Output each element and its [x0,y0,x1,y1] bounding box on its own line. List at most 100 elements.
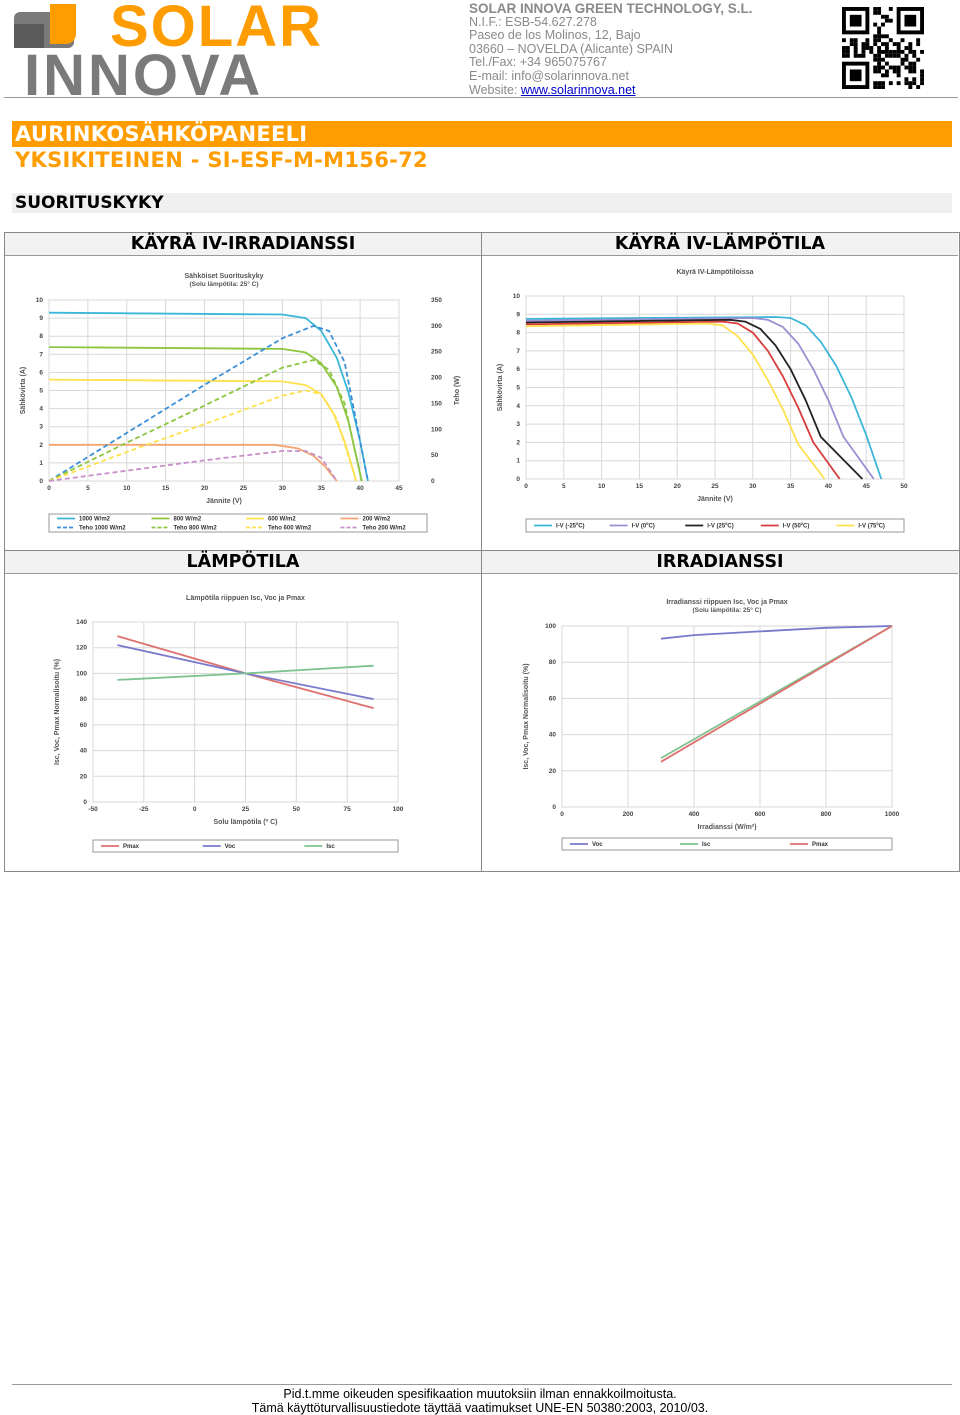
qr-module [892,49,897,54]
x-tick-label: 40 [356,485,364,492]
header-iv-irradiance: KÄYRÄ IV-IRRADIANSSI [5,233,481,256]
qr-module [873,7,878,11]
chart-title: Sähköiset Suorituskyky [185,273,264,280]
qr-module [881,42,885,47]
legend-label: Isc [702,842,711,848]
qr-module [877,38,882,43]
qr-module [900,49,905,54]
qr-module [853,53,858,58]
company-email: E-mail: info@solarinnova.net [469,68,629,83]
y-tick-label: 80 [549,659,557,666]
qr-module [877,57,882,62]
header-irradiance: IRRADIANSSI [482,551,958,574]
y-tick-label: 3 [39,424,43,431]
qr-module [920,49,924,54]
qr-module [912,69,917,74]
qr-module [908,42,913,47]
qr-module [873,22,878,27]
series-line [117,664,374,681]
chart-iv-irradiance: Sähköiset Suorituskyky(Solu lämpötila: 2… [20,273,461,533]
y-tick-label: 9 [516,311,520,318]
y-tick-label: 20 [80,773,88,780]
x-tick-label: 20 [674,483,682,490]
qr-module [881,73,885,78]
x-axis-label: Jännite (V) [697,496,733,503]
x-tick-label: 0 [47,485,51,492]
qr-module [916,42,921,47]
company-address-2: 03660 – NOVELDA (Alicante) SPAIN [469,41,674,56]
y2-axis-label: Teho (W) [454,376,461,405]
qr-module [884,42,889,47]
y2-tick-label: 150 [431,400,442,407]
y-axis-label: Isc, Voc, Pmax Normalisoitu (%) [54,659,61,765]
qr-module [881,34,885,39]
company-address-1: Paseo de los Molinos, 12, Bajo [469,28,641,43]
qr-module [877,49,882,54]
company-nif: N.I.F.: ESB-54.627.278 [469,14,597,29]
qr-module [912,65,917,70]
qr-module [873,38,878,43]
header-divider [4,97,958,98]
series-line [525,317,875,480]
qr-module [916,85,921,89]
qr-module [881,81,885,86]
y-tick-label: 20 [549,768,557,775]
website-link[interactable]: www.solarinnova.net [520,82,636,97]
y-tick-label: 60 [80,722,88,729]
legend-box [48,513,428,533]
series-line [48,450,338,482]
series-line [48,359,363,482]
qr-module [877,30,882,35]
qr-module [896,49,901,54]
legend-label: Teho 1000 W/m2 [79,526,126,532]
legend-label: Pmax [123,844,140,850]
qr-module [881,14,885,19]
y2-tick-label: 50 [431,452,439,459]
legend-label: 1000 W/m2 [79,517,111,523]
x-tick-label: 100 [393,806,404,813]
series-line [525,322,826,480]
x-tick-label: 20 [201,485,209,492]
qr-module [877,34,882,39]
logo-innova-text: INNOVA [24,43,263,98]
qr-module [877,26,882,31]
qr-module [892,69,897,74]
x-tick-label: -50 [88,806,98,813]
y-tick-label: 40 [80,748,88,755]
website-label: Website: [469,82,521,97]
qr-module [908,61,913,66]
y-tick-label: 9 [39,315,43,322]
qr-module [904,46,909,50]
x-tick-label: 40 [825,483,833,490]
qr-module [865,38,870,43]
qr-module [873,85,878,89]
qr-module [912,77,917,82]
x-tick-label: 25 [240,485,248,492]
qr-module [881,85,885,89]
legend-label: Voc [225,844,236,850]
qr-module [920,77,924,82]
y-tick-label: 120 [76,645,87,652]
qr-module [873,10,878,15]
qr-module [920,73,924,78]
qr-module [877,7,882,11]
qr-module [865,42,870,47]
table-divider-v [481,232,482,871]
y-tick-label: 10 [36,297,44,304]
y-tick-label: 80 [80,696,88,703]
qr-module [908,65,913,70]
qr-module [900,38,905,43]
x-tick-label: 10 [123,485,131,492]
y-tick-label: 100 [76,670,87,677]
y2-tick-label: 300 [431,323,442,330]
qr-module [912,49,917,54]
qr-module [881,49,885,54]
x-tick-label: 600 [755,811,766,818]
qr-module [900,57,905,62]
x-tick-label: 15 [162,485,170,492]
qr-module [884,46,889,50]
legend-label: Isc [326,844,335,850]
chart-temperature: Lämpötila riippuen Isc, Voc ja Pmax -50 -2… [54,595,404,853]
qr-module [920,69,924,74]
